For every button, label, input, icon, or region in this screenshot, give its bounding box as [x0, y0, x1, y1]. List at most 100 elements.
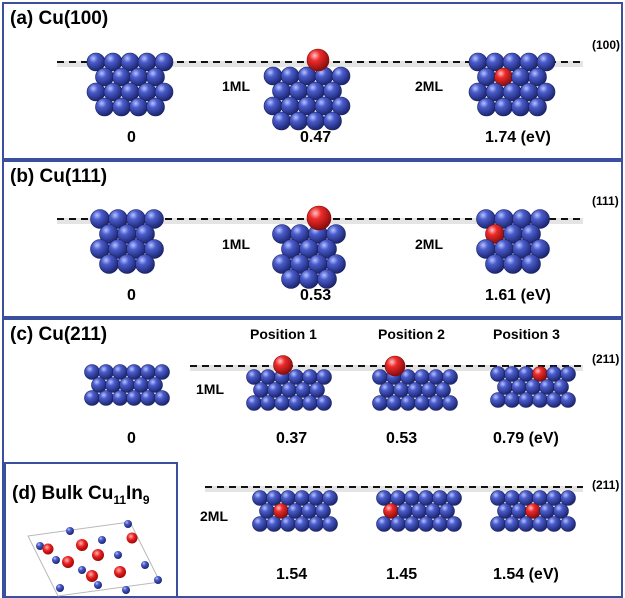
panel-d-cluster-2-atom-7 [511, 503, 527, 519]
unit-cell-atom-6 [78, 566, 86, 574]
panel-c-cluster-2-atom-10 [435, 382, 451, 398]
panel-d-cluster-0-atom-0 [252, 490, 268, 506]
panel-c-cluster-1-atom-13 [274, 395, 290, 411]
panel-d-cluster-0-atom-10 [315, 503, 331, 519]
panel-b-cluster-2-atom-13 [521, 254, 541, 274]
panel-d-title-main: (d) Bulk Cu [12, 483, 114, 504]
panel-c-cluster-3-atom-2 [518, 366, 534, 382]
panel-d-cluster-0-atom-12 [266, 516, 282, 532]
panel-d-step2-label: 2ML [200, 508, 228, 524]
panel-b-cluster-1-atom-3 [326, 224, 346, 244]
unit-cell-atom-10 [154, 576, 162, 584]
panel-a-cluster-0-atom-16 [129, 97, 148, 117]
panel-c-cluster-1-atom-5 [316, 369, 332, 385]
panel-b-energy-1: 0.53 [300, 287, 332, 304]
panel-a-cluster-0-atom-17 [146, 97, 165, 117]
panel-c-cluster-1-atom-6 [253, 382, 269, 398]
panel-c-cluster-2-atom-13 [400, 395, 416, 411]
panel-c-cluster-3-atom-15 [546, 392, 562, 408]
panel-a-cluster-0-atom-4 [154, 52, 174, 72]
panel-d-cluster-1-atom-3 [418, 490, 434, 506]
panel-c-cluster-0-atom-4 [140, 364, 156, 380]
panel-b-cluster-1-adatom [306, 205, 332, 231]
panel-c-cluster-3-atom-16 [560, 392, 576, 408]
panel-d-cluster-1-atom-16 [446, 516, 462, 532]
panel-c-cluster-1-atom-14 [288, 395, 304, 411]
unit-cell-atom-12 [42, 543, 54, 555]
panel-c-cluster-0-atom-1 [98, 364, 114, 380]
panel-c-cluster-1-atom-9 [295, 382, 311, 398]
panel-c-cluster-3-atom-10 [553, 379, 569, 395]
panel-d-cluster-2-atom-15 [546, 516, 562, 532]
panel-c-cluster-3-atom-3 [532, 366, 548, 382]
panel-c-cluster-3-atom-9 [539, 379, 555, 395]
panel-d-cluster-2-atom-16 [560, 516, 576, 532]
panel-d-energy-2: 1.54 (eV) [493, 566, 559, 583]
panel-a-cluster-2-atom-13 [536, 82, 556, 102]
panel-c-cluster-2-atom-0 [372, 369, 388, 385]
unit-cell-atom-8 [56, 584, 64, 592]
panel-b-cluster-2-atom-6 [521, 224, 541, 244]
panel-d-cluster-0-atom-16 [322, 516, 338, 532]
panel-d-cluster-0-atom-11 [252, 516, 268, 532]
panel-d-cluster-0-atom-4 [308, 490, 324, 506]
panel-b-cluster-1-atom-11 [281, 269, 301, 289]
panel-c-cluster-0-atom-3 [126, 364, 142, 380]
panel-d-cluster-1-atom-5 [446, 490, 462, 506]
panel-c-title: (c) Cu(211) [10, 324, 108, 345]
panel-d-cluster-2-atom-9 [539, 503, 555, 519]
panel-c-cluster-1-atom-0 [246, 369, 262, 385]
panel-c-cluster-3-atom-12 [504, 392, 520, 408]
panel-c-cluster-1-atom-12 [260, 395, 276, 411]
panel-a-cluster-2-atom-4 [536, 52, 556, 72]
panel-d-cluster-2-atom-4 [546, 490, 562, 506]
panel-d-cluster-2-atom-14 [532, 516, 548, 532]
panel-d-surface-line-shadow [205, 486, 583, 492]
panel-c-cluster-2-atom-11 [372, 395, 388, 411]
panel-d-cluster-1-atom-0 [376, 490, 392, 506]
panel-c-position-1: Position 1 [250, 326, 317, 342]
panel-c-cluster-1-atom-3 [288, 369, 304, 385]
panel-a-cluster-2-atom-17 [528, 97, 547, 117]
panel-c-cluster-0-atom-2 [112, 364, 128, 380]
panel-c-step1-label: 1ML [196, 381, 224, 397]
panel-d-cluster-2-atom-11 [490, 516, 506, 532]
panel-d-cluster-0-atom-1 [266, 490, 282, 506]
panel-a-step1-label: 1ML [222, 78, 250, 94]
unit-cell-atom-2 [124, 520, 132, 528]
panel-c-cluster-2-atom-12 [386, 395, 402, 411]
panel-c-cluster-1-atom-15 [302, 395, 318, 411]
panel-d-cluster-2-atom-3 [532, 490, 548, 506]
panel-c-cluster-0-atom-16 [154, 390, 170, 406]
panel-d-surface-label: (211) [592, 478, 620, 492]
panel-d-cluster-1-atom-14 [418, 516, 434, 532]
panel-d-cluster-1-atom-11 [376, 516, 392, 532]
panel-c-cluster-0-atom-7 [105, 377, 121, 393]
panel-c-energy-0: 0 [127, 430, 136, 447]
panel-d-cluster-2-atom-10 [553, 503, 569, 519]
panel-a-surface-label: (100) [592, 38, 621, 52]
panel-a-cluster-0-atom-8 [146, 67, 165, 87]
panel-c-cluster-0-atom-13 [112, 390, 128, 406]
panel-b-title: (b) Cu(111) [10, 166, 108, 187]
panel-c-cluster-0-atom-9 [133, 377, 149, 393]
panel-c-cluster-3-atom-6 [497, 379, 513, 395]
panel-c-cluster-2-atom-7 [393, 382, 409, 398]
panel-c-cluster-2-atom-8 [407, 382, 423, 398]
panel-b-cluster-0-atom-10 [144, 239, 164, 259]
panel-b-energy-2: 1.61 (eV) [485, 287, 551, 304]
panel-d-cluster-2-atom-13 [518, 516, 534, 532]
panel-a-energy-2: 1.74 (eV) [485, 129, 551, 146]
panel-d-energy-0: 1.54 [276, 566, 308, 583]
panel-d-cluster-0-atom-9 [301, 503, 317, 519]
panel-d-cluster-0-atom-7 [273, 503, 289, 519]
panel-a-cluster-1-atom-17 [323, 111, 342, 131]
panel-c-cluster-0-atom-12 [98, 390, 114, 406]
panel-d-cluster-2-atom-12 [504, 516, 520, 532]
panel-c-cluster-3-atom-4 [546, 366, 562, 382]
panel-c-cluster-3-atom-0 [490, 366, 506, 382]
panel-c-energy-2: 0.53 [386, 430, 418, 447]
panel-b-cluster-1-atom-12 [299, 269, 319, 289]
panel-c-cluster-0-atom-14 [126, 390, 142, 406]
panel-b-cluster-0-atom-13 [135, 254, 155, 274]
